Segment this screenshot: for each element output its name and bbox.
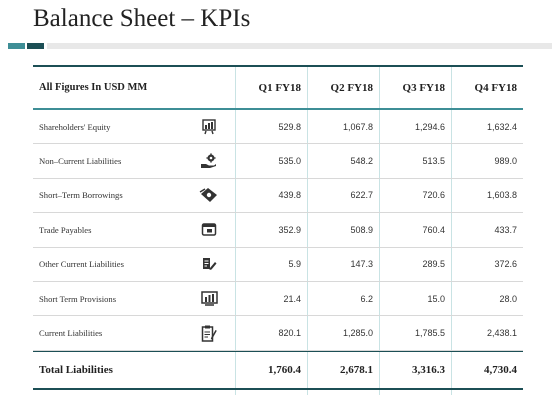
- row-label: Trade Payables: [39, 224, 92, 235]
- total-q2: 2,678.1: [340, 363, 373, 376]
- table-row: Other Current Liabilities 5.9 147.3 289.…: [33, 248, 523, 282]
- cell-q3: 513.5: [422, 156, 445, 167]
- cell-q3: 15.0: [427, 293, 445, 304]
- row-label: Non–Current Liabilities: [39, 156, 122, 167]
- cell-q4: 2,438.1: [486, 328, 517, 339]
- clipboard-pen-icon: [183, 325, 235, 342]
- accent-bar: [8, 43, 25, 49]
- cell-q4: 28.0: [499, 293, 517, 304]
- row-label: Shareholders' Equity: [39, 121, 111, 132]
- hand-gear-icon: [183, 153, 235, 169]
- accent-bar-dark: [27, 43, 44, 49]
- header-q4: Q4 FY18: [474, 81, 517, 94]
- cell-q3: 1,294.6: [414, 121, 445, 132]
- cell-q2: 147.3: [350, 259, 373, 270]
- total-q1: 1,760.4: [268, 363, 301, 376]
- row-label: Short–Term Borrowings: [39, 190, 123, 201]
- title-divider: [47, 43, 552, 49]
- wallet-icon: [183, 222, 235, 237]
- document-pen-icon: [183, 256, 235, 272]
- cell-q2: 622.7: [350, 190, 373, 201]
- total-row: Total Liabilities 1,760.4 2,678.1 3,316.…: [33, 350, 523, 390]
- column-divider: [451, 65, 452, 395]
- page-title: Balance Sheet – KPIs: [33, 5, 251, 32]
- cell-q4: 372.6: [494, 259, 517, 270]
- header-label: All Figures In USD MM: [39, 82, 148, 93]
- money-tag-icon: [183, 187, 235, 203]
- cell-q2: 6.2: [360, 293, 373, 304]
- table-row: Non–Current Liabilities 535.0 548.2 513.…: [33, 144, 523, 179]
- cell-q3: 760.4: [422, 224, 445, 235]
- cell-q1: 820.1: [278, 328, 301, 339]
- cell-q4: 1,632.4: [486, 121, 517, 132]
- total-q3: 3,316.3: [412, 363, 445, 376]
- table-row: Short–Term Borrowings 439.8 622.7 720.6 …: [33, 179, 523, 214]
- cell-q4: 433.7: [494, 224, 517, 235]
- cell-q4: 1,603.8: [486, 190, 517, 201]
- bar-chart-screen-icon: [183, 291, 235, 306]
- cell-q1: 21.4: [283, 293, 301, 304]
- total-label: Total Liabilities: [39, 363, 113, 376]
- cell-q2: 1,067.8: [342, 121, 373, 132]
- table-row: Current Liabilities 820.1 1,285.0 1,785.…: [33, 316, 523, 351]
- header-q3: Q3 FY18: [402, 81, 445, 94]
- cell-q3: 720.6: [422, 190, 445, 201]
- header-q2: Q2 FY18: [330, 81, 373, 94]
- column-divider: [307, 65, 308, 395]
- cell-q2: 548.2: [350, 156, 373, 167]
- total-q4: 4,730.4: [484, 363, 517, 376]
- column-divider: [379, 65, 380, 395]
- cell-q2: 1,285.0: [342, 328, 373, 339]
- row-label: Other Current Liabilities: [39, 259, 124, 270]
- row-label: Short Term Provisions: [39, 293, 117, 304]
- cell-q1: 439.8: [278, 190, 301, 201]
- cell-q1: 535.0: [278, 156, 301, 167]
- column-divider: [235, 65, 236, 395]
- cell-q1: 529.8: [278, 121, 301, 132]
- table-row: Shareholders' Equity 529.8 1,067.8 1,294…: [33, 110, 523, 145]
- chart-board-icon: [183, 118, 235, 135]
- header-q1: Q1 FY18: [258, 81, 301, 94]
- cell-q4: 989.0: [494, 156, 517, 167]
- row-label: Current Liabilities: [39, 328, 103, 339]
- table-header-row: All Figures In USD MM Q1 FY18 Q2 FY18 Q3…: [33, 65, 523, 110]
- table-row: Short Term Provisions 21.4 6.2 15.0 28.0: [33, 282, 523, 317]
- kpi-table: All Figures In USD MM Q1 FY18 Q2 FY18 Q3…: [33, 65, 523, 395]
- cell-q3: 1,785.5: [414, 328, 445, 339]
- cell-q2: 508.9: [350, 224, 373, 235]
- cell-q1: 5.9: [288, 259, 301, 270]
- table-row: Trade Payables 352.9 508.9 760.4 433.7: [33, 213, 523, 248]
- cell-q1: 352.9: [278, 224, 301, 235]
- cell-q3: 289.5: [422, 259, 445, 270]
